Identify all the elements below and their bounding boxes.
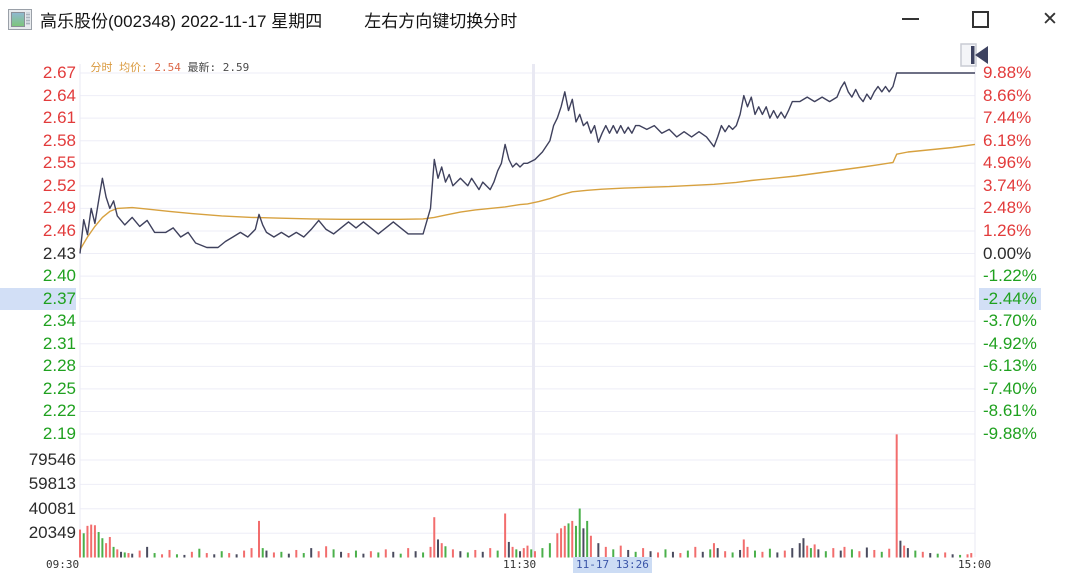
avg-price-line	[79, 143, 976, 251]
time-axis-label: 11:30	[503, 558, 537, 571]
price-axis-label: 2.31	[42, 333, 76, 353]
percent-axis-label: 1.26%	[983, 220, 1032, 240]
percent-axis-label: 0.00%	[983, 243, 1032, 263]
volume-axis-label: 79546	[28, 450, 76, 469]
price-axis-label: 2.46	[42, 220, 76, 240]
price-axis-label: 2.19	[42, 424, 76, 443]
volume-axis-label: 59813	[28, 474, 76, 494]
percent-axis-label: -1.22%	[983, 266, 1037, 286]
chart-legend: 分时 均价: 2.54 最新: 2.59	[64, 47, 250, 74]
window-title: 高乐股份(002348) 2022-11-17 星期四	[40, 11, 323, 31]
skip-to-start-button[interactable]	[959, 42, 991, 70]
window-controls: ✕	[860, 0, 1070, 38]
price-axis-label: 2.40	[42, 266, 76, 286]
minimize-button[interactable]	[890, 0, 930, 38]
percent-axis-label: -7.40%	[983, 378, 1037, 398]
percent-axis-label: -6.13%	[983, 356, 1037, 376]
price-axis-label: 2.58	[42, 130, 76, 150]
price-line	[79, 72, 975, 254]
skip-to-start-icon	[960, 43, 988, 67]
price-axis-label: 2.49	[42, 198, 76, 218]
close-button[interactable]: ✕	[1030, 0, 1070, 38]
percent-axis-label: 3.74%	[983, 175, 1032, 195]
percent-axis-label: 6.18%	[983, 130, 1032, 150]
percent-axis-label: 8.66%	[983, 85, 1032, 105]
legend-last-label: 最新:	[187, 61, 217, 74]
percent-axis-label: -2.44%	[979, 287, 1041, 310]
close-icon: ✕	[1042, 7, 1058, 30]
time-axis-label: 09:30	[46, 558, 80, 571]
app-icon	[8, 8, 32, 30]
legend-series-label: 分时	[90, 61, 113, 74]
percent-axis-label: -8.61%	[983, 401, 1037, 421]
percent-axis-label: -9.88%	[983, 424, 1037, 443]
price-axis-label: 2.52	[42, 175, 76, 195]
price-axis-label: 2.55	[42, 153, 76, 173]
price-axis-label: 2.61	[42, 108, 76, 128]
price-axis-label: 2.22	[42, 401, 76, 421]
window-titlebar: 高乐股份(002348) 2022-11-17 星期四 左右方向键切换分时 ✕	[0, 0, 1080, 38]
maximize-icon	[971, 10, 989, 28]
price-axis-label: 2.28	[42, 356, 76, 376]
percent-axis-label: 7.44%	[983, 108, 1032, 128]
percent-axis-label: 2.48%	[983, 198, 1032, 218]
maximize-button[interactable]	[960, 0, 1000, 38]
legend-last-value: 2.59	[222, 61, 250, 74]
percent-axis-label: -3.70%	[983, 311, 1037, 331]
price-axis-label: 2.64	[42, 85, 76, 105]
price-axis-label: 2.43	[42, 243, 76, 263]
price-axis-label: 2.37	[0, 287, 76, 310]
legend-avg-value: 2.54	[154, 61, 181, 74]
time-axis-label: 11-17 13:26	[573, 557, 652, 573]
time-axis-label: 15:00	[958, 558, 992, 571]
price-axis-label: 2.67	[42, 63, 76, 82]
volume-axis-label: 20349	[28, 523, 76, 543]
percent-axis-label: 4.96%	[983, 153, 1032, 173]
legend-avg-label: 均价:	[119, 61, 148, 74]
volume-axis-label: 40081	[28, 498, 76, 518]
minimize-icon	[901, 18, 919, 20]
percent-axis-label: 9.88%	[983, 63, 1032, 82]
window-title-hint: 左右方向键切换分时	[364, 11, 518, 31]
price-axis-label: 2.34	[42, 311, 76, 331]
percent-axis-label: -4.92%	[983, 333, 1037, 353]
price-axis-label: 2.25	[42, 378, 76, 398]
